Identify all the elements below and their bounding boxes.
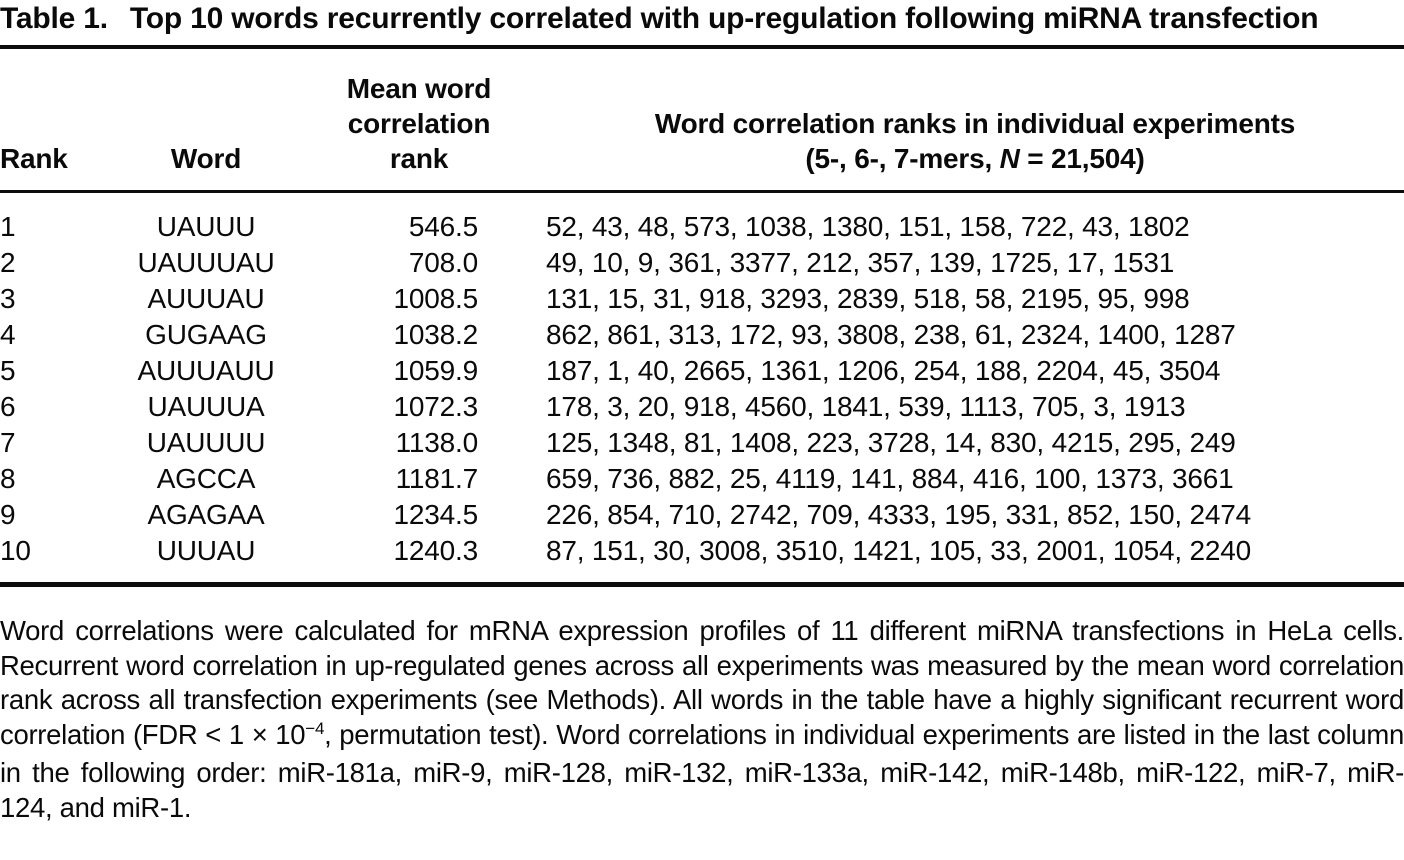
column-header-experiment-ranks-line2: (5-, 6-, 7-mers, N = 21,504) xyxy=(546,141,1404,176)
rank-cell: 5 xyxy=(0,355,16,386)
table-row: 3 AUUUAU 1008.5 131, 15, 31, 918, 3293, 283… xyxy=(0,281,1404,317)
word-cell: UAUUUA xyxy=(147,391,265,422)
experiment-ranks-cell: 862, 861, 313, 172, 93, 3808, 238, 61, 2… xyxy=(546,319,1236,350)
rank-cell: 3 xyxy=(0,283,16,314)
header-line2-pre: (5-, 6-, 7-mers, xyxy=(805,143,1000,174)
experiment-ranks-cell: 178, 3, 20, 918, 4560, 1841, 539, 1113, … xyxy=(546,391,1186,422)
word-cell: UUUAU xyxy=(156,535,256,566)
word-cell: AGAGAA xyxy=(147,499,265,530)
mean-correlation-rank-cell: 1072.3 xyxy=(393,391,479,422)
word-cell: UAUUU xyxy=(156,211,256,242)
experiment-ranks-cell: 131, 15, 31, 918, 3293, 2839, 518, 58, 2… xyxy=(546,283,1190,314)
footnote-superscript-exponent: −4 xyxy=(305,719,325,739)
experiment-ranks-cell: 52, 43, 48, 573, 1038, 1380, 151, 158, 7… xyxy=(546,211,1190,242)
word-cell: AUUUAUU xyxy=(137,355,275,386)
table-row: 8 AGCCA 1181.7 659, 736, 882, 25, 4119, 141… xyxy=(0,461,1404,497)
mean-correlation-rank-cell: 1038.2 xyxy=(393,319,479,350)
word-cell: AGCCA xyxy=(156,463,256,494)
table-bottom-rule xyxy=(0,582,1404,587)
mean-correlation-rank-cell: 1234.5 xyxy=(393,499,479,530)
table-row: 6 UAUUUA 1072.3 178, 3, 20, 918, 4560, 1841… xyxy=(0,389,1404,425)
table-title: Table 1. Top 10 words recurrently correla… xyxy=(0,0,1404,37)
table-row: 1 UAUUU 546.5 52, 43, 48, 573, 1038, 1380, … xyxy=(0,209,1404,245)
header-line2-post: = 21,504) xyxy=(1019,143,1145,174)
table-footnote: Word correlations were calculated for mR… xyxy=(0,614,1404,825)
table-header-row: Rank Word Mean word correlation rank Wor… xyxy=(0,49,1404,190)
word-cell: GUGAAG xyxy=(145,319,267,350)
experiment-ranks-cell: 49, 10, 9, 361, 3377, 212, 357, 139, 172… xyxy=(546,247,1175,278)
rank-cell: 8 xyxy=(0,463,16,494)
mean-correlation-rank-cell: 546.5 xyxy=(408,211,478,242)
rank-cell: 6 xyxy=(0,391,16,422)
table-row: 7 UAUUUU 1138.0 125, 1348, 81, 1408, 223, 3… xyxy=(0,425,1404,461)
table-body: 1 UAUUU 546.5 52, 43, 48, 573, 1038, 1380, … xyxy=(0,193,1404,582)
table-title-label: Table 1. xyxy=(0,2,108,35)
word-cell: UAUUUAU xyxy=(137,247,275,278)
table-row: 2 UAUUUAU 708.0 49, 10, 9, 361, 3377, 212, … xyxy=(0,245,1404,281)
mean-correlation-rank-cell: 1008.5 xyxy=(393,283,479,314)
table-header-rule xyxy=(0,190,1404,193)
mean-correlation-rank-cell: 1240.3 xyxy=(393,535,479,566)
experiment-ranks-cell: 87, 151, 30, 3008, 3510, 1421, 105, 33, … xyxy=(546,535,1251,566)
mean-correlation-rank-cell: 1181.7 xyxy=(395,463,479,494)
column-header-mean-word-correlation-rank: Mean word correlation rank xyxy=(346,73,492,174)
rank-cell: 2 xyxy=(0,247,16,278)
mean-correlation-rank-cell: 1059.9 xyxy=(393,355,479,386)
experiment-ranks-cell: 659, 736, 882, 25, 4119, 141, 884, 416, … xyxy=(546,463,1234,494)
mean-correlation-rank-cell: 1138.0 xyxy=(395,427,479,458)
table-title-text: Top 10 words recurrently correlated with… xyxy=(129,2,1319,35)
experiment-ranks-cell: 187, 1, 40, 2665, 1361, 1206, 254, 188, … xyxy=(546,355,1221,386)
table-row: 10 UUUAU 1240.3 87, 151, 30, 3008, 3510, 14… xyxy=(0,533,1404,569)
rank-cell: 7 xyxy=(0,427,16,458)
header-line2-n-italic: N xyxy=(999,143,1020,174)
rank-cell: 10 xyxy=(0,535,31,566)
table-top-rule xyxy=(0,45,1404,49)
column-header-rank: Rank xyxy=(0,143,68,174)
table-row: 4 GUGAAG 1038.2 862, 861, 313, 172, 93, 380… xyxy=(0,317,1404,353)
rank-cell: 1 xyxy=(0,211,16,242)
experiment-ranks-cell: 226, 854, 710, 2742, 709, 4333, 195, 331… xyxy=(546,499,1251,530)
rank-cell: 4 xyxy=(0,319,16,350)
footnote-text-part2: , permutation test). Word correlations i… xyxy=(0,718,1404,823)
column-header-experiment-ranks: Word correlation ranks in individual exp… xyxy=(498,106,1404,176)
footnote-text-part1: Word correlations were calculated for mR… xyxy=(0,615,1404,750)
column-header-experiment-ranks-line1: Word correlation ranks in individual exp… xyxy=(654,108,1296,139)
table-row: 5 AUUUAUU 1059.9 187, 1, 40, 2665, 1361, 12… xyxy=(0,353,1404,389)
rank-cell: 9 xyxy=(0,499,16,530)
table-row: 9 AGAGAA 1234.5 226, 854, 710, 2742, 709, 4… xyxy=(0,497,1404,533)
word-cell: UAUUUU xyxy=(146,427,266,458)
column-header-word: Word xyxy=(170,143,242,174)
mean-correlation-rank-cell: 708.0 xyxy=(408,247,478,278)
experiment-ranks-cell: 125, 1348, 81, 1408, 223, 3728, 14, 830,… xyxy=(546,427,1236,458)
word-cell: AUUUAU xyxy=(147,283,265,314)
